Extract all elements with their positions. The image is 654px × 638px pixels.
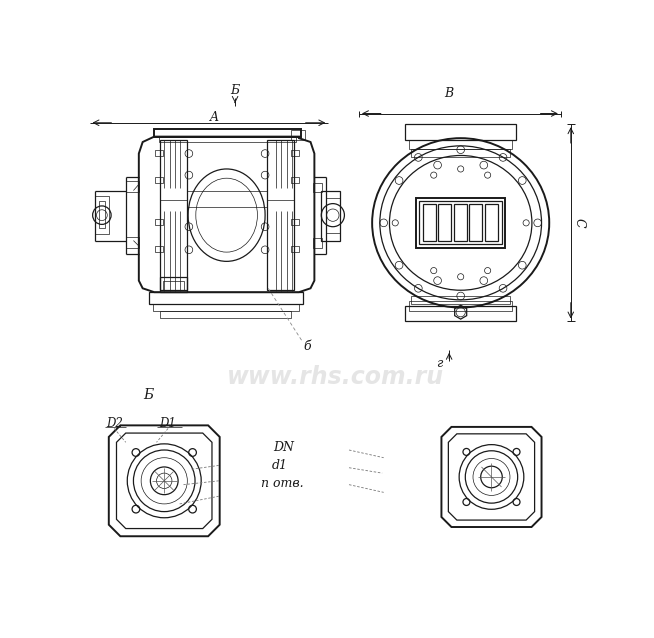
Text: www.rhs.com.ru: www.rhs.com.ru [227,365,443,389]
Bar [313,183,322,192]
Bar [155,150,163,156]
Text: D1: D1 [160,417,177,429]
Bar [155,246,163,252]
Bar [160,311,291,318]
Text: A: A [210,111,219,124]
Text: г: г [436,357,442,370]
Bar [320,191,340,241]
Bar [291,246,299,252]
Bar [411,149,510,157]
Bar [405,306,516,322]
Text: б: б [303,339,311,353]
Bar [326,198,340,233]
Text: B: B [445,87,454,100]
Text: DN: DN [273,441,294,454]
Text: Б: Б [144,387,154,401]
Bar [149,292,303,304]
Text: d1: d1 [271,459,288,472]
Bar [409,301,512,311]
Bar [291,219,299,225]
Bar [154,129,301,137]
Bar [126,237,139,248]
Bar [160,277,187,292]
Text: D2: D2 [106,417,122,429]
Bar [95,196,109,234]
Bar [99,202,105,228]
Bar [405,124,516,140]
Bar [152,304,299,311]
Bar [419,202,502,244]
Bar [291,177,299,183]
Text: n отв.: n отв. [261,477,303,489]
Bar [164,281,184,290]
Bar [423,204,436,241]
Bar [411,296,510,304]
Text: Б: Б [230,84,239,97]
Bar [438,204,451,241]
Bar [267,140,294,290]
Bar [291,130,305,140]
Text: C: C [573,218,586,228]
Bar [469,204,482,241]
Bar [416,198,506,248]
Bar [160,140,187,290]
Bar [485,204,498,241]
Bar [126,181,139,192]
Bar [155,177,163,183]
Bar [409,140,512,149]
Bar [454,204,467,241]
Bar [291,150,299,156]
Bar [155,219,163,225]
Bar [159,137,296,142]
Bar [313,238,322,248]
